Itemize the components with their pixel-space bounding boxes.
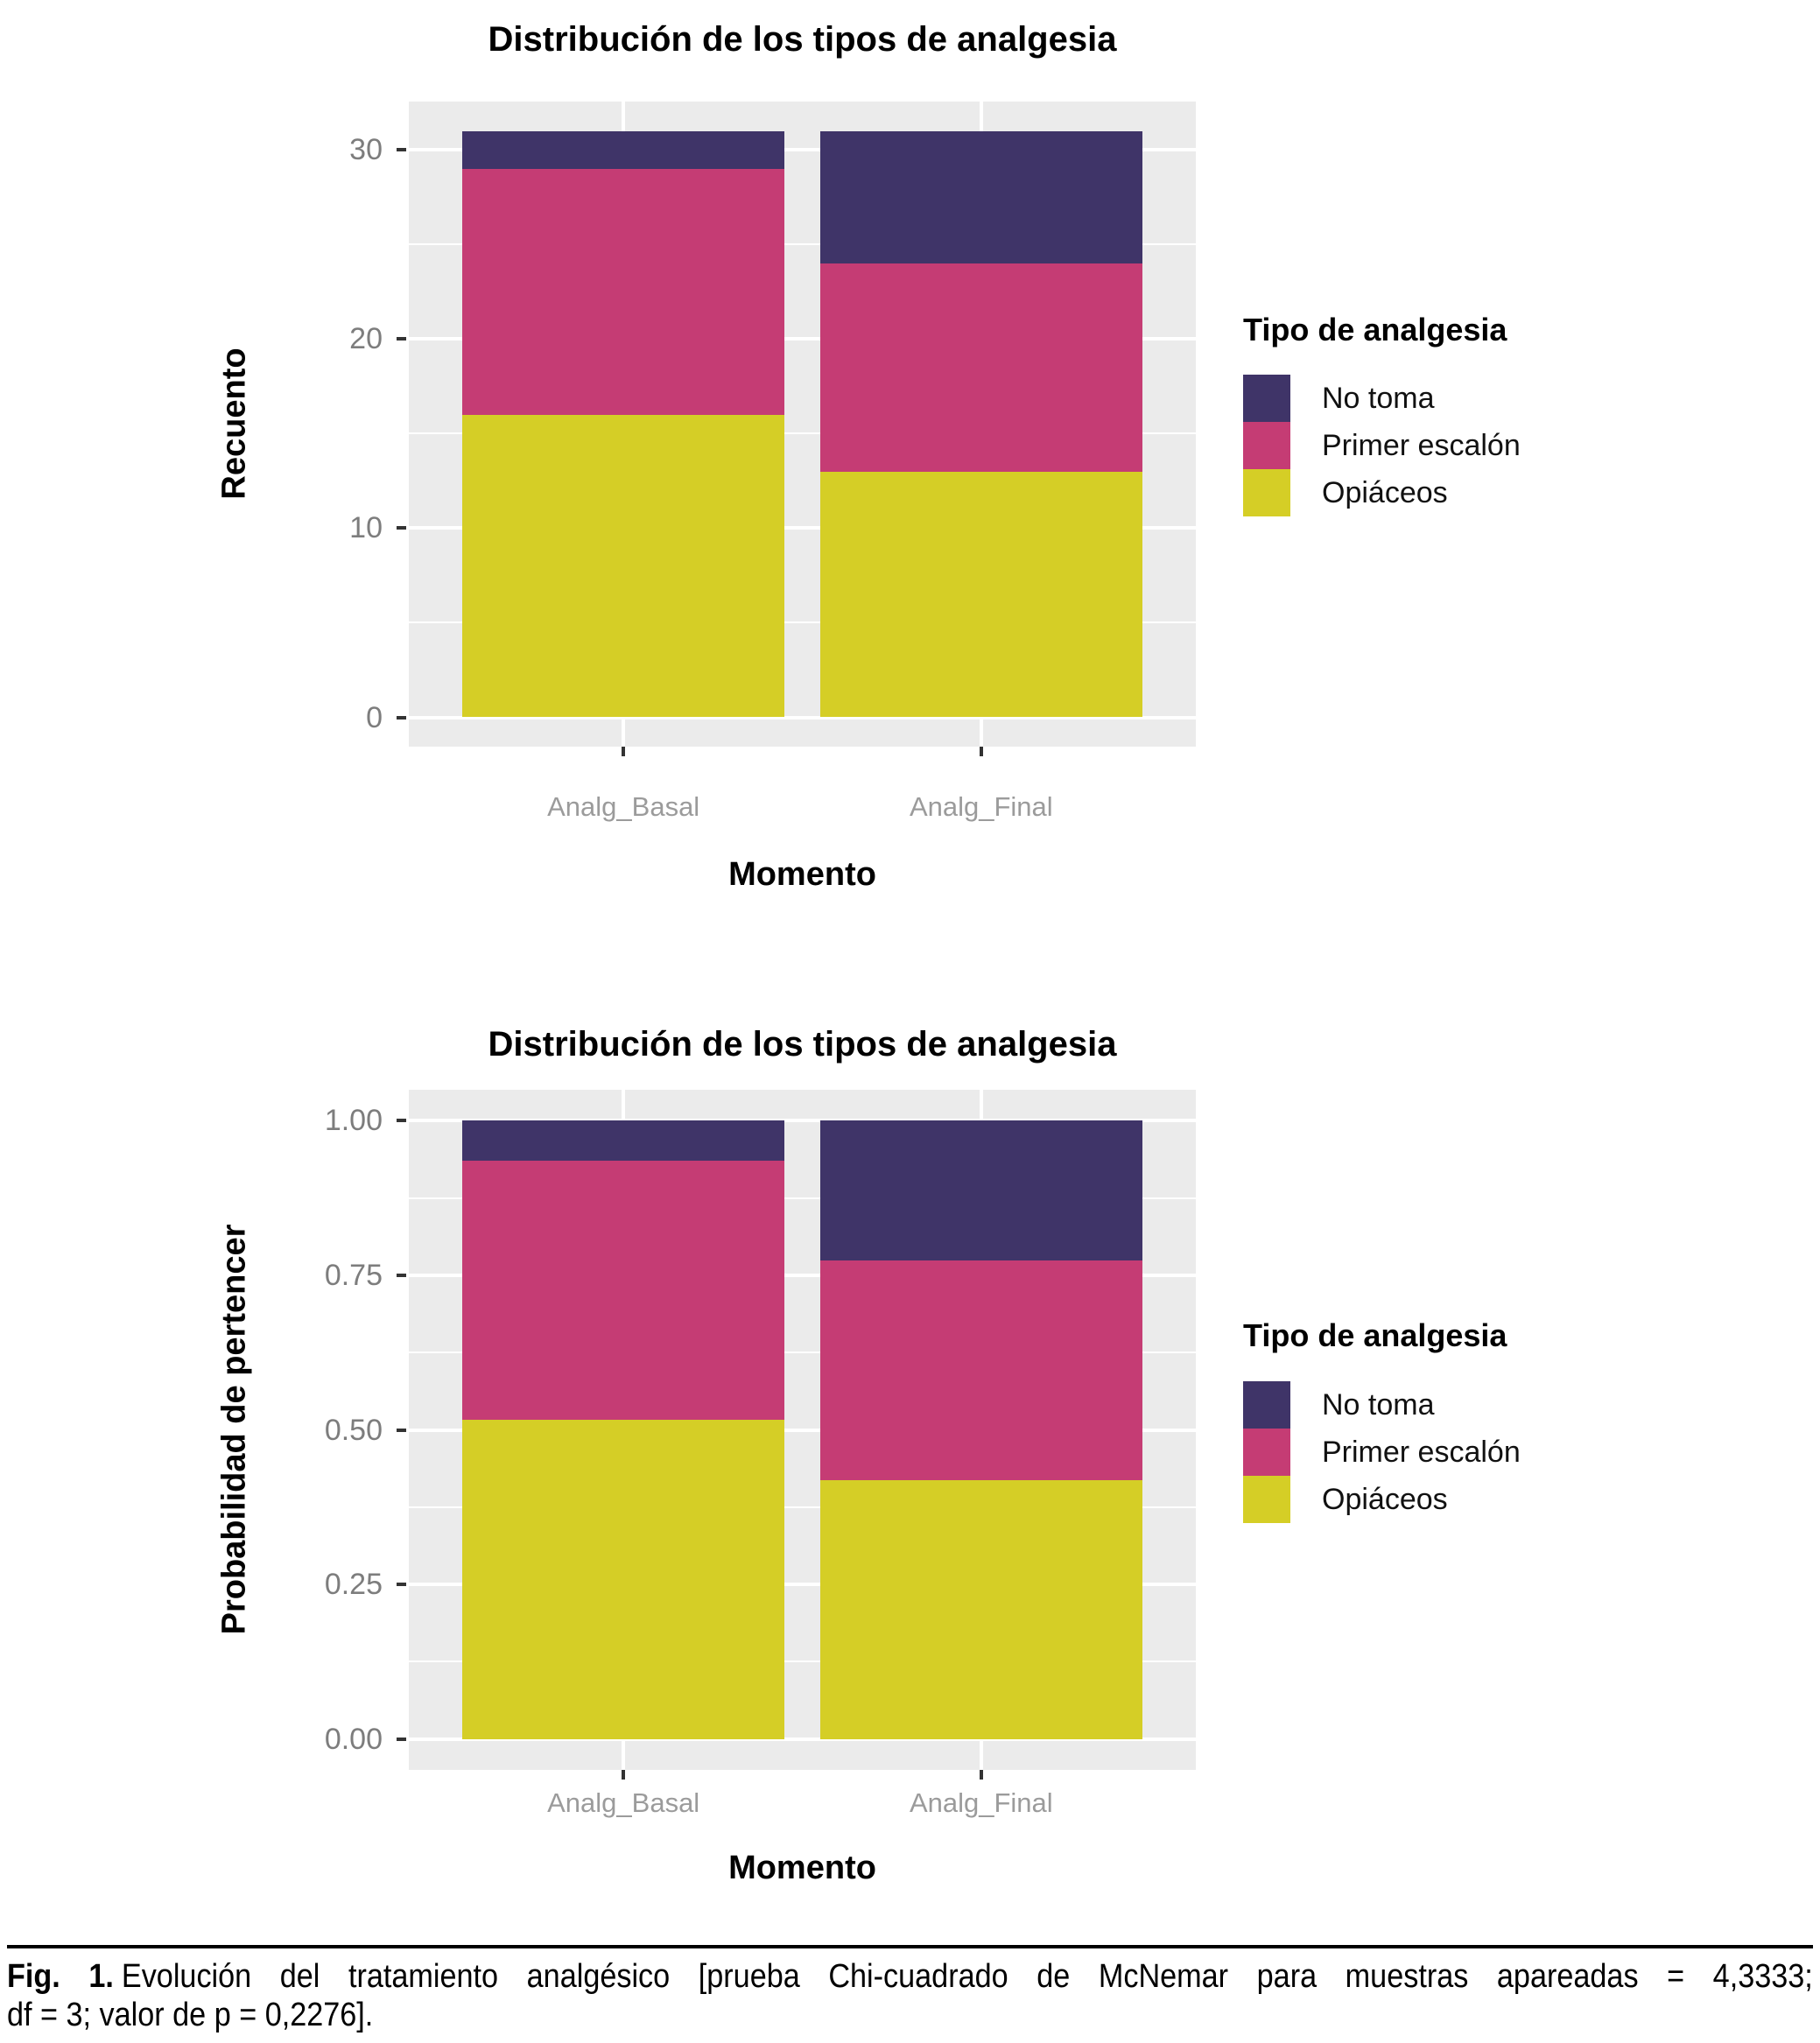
y-tick-label: 0.00 <box>324 1722 383 1756</box>
chart2-plot-panel <box>409 1090 1196 1770</box>
bar-segment-primer-escalón <box>819 1260 1142 1480</box>
y-tick-label: 0.50 <box>324 1413 383 1447</box>
y-axis-tick <box>397 337 406 341</box>
y-axis-tick <box>397 1119 406 1123</box>
x-category-label: Analg_Basal <box>547 1787 700 1818</box>
y-major-gridline <box>409 1737 1196 1741</box>
y-major-gridline <box>409 1583 1196 1587</box>
bar-segment-no-toma <box>819 1120 1142 1260</box>
legend-key-opiáceos <box>1243 1476 1290 1523</box>
legend-key-primer-escalón <box>1243 1429 1290 1476</box>
chart1-legend-title: Tipo de analgesia <box>1243 312 1507 348</box>
y-major-gridline <box>409 715 1196 720</box>
figure-caption: Fig. 1. Evolución del tratamiento analgés… <box>7 1957 1813 2034</box>
legend-label: Opiáceos <box>1322 1483 1448 1516</box>
x-axis-tick <box>622 1770 626 1780</box>
y-minor-gridline <box>409 621 1196 624</box>
y-axis-tick <box>397 1428 406 1432</box>
bar-segment-no-toma <box>462 1120 785 1162</box>
bar-segment-primer-escalón <box>819 263 1142 472</box>
caption-line-2: df = 3; valor de p = 0,2276]. <box>7 1997 374 2033</box>
legend-label: Opiáceos <box>1322 476 1448 509</box>
y-major-gridline <box>409 148 1196 152</box>
legend-label: No toma <box>1322 382 1435 415</box>
x-axis-tick <box>979 747 983 756</box>
x-axis-tick <box>979 1770 983 1780</box>
legend-key-no-toma <box>1243 375 1290 422</box>
y-major-gridline <box>409 337 1196 341</box>
legend-label: Primer escalón <box>1322 429 1521 462</box>
legend-key-primer-escalón <box>1243 422 1290 469</box>
x-category-label: Analg_Basal <box>547 791 700 822</box>
bar-segment-opiáceos <box>462 1420 785 1739</box>
bar-segment-opiáceos <box>819 471 1142 718</box>
caption-figure-label: Fig. 1. <box>7 1958 114 1995</box>
legend-label: Primer escalón <box>1322 1436 1521 1469</box>
caption-text-1: Evolución del tratamiento analgésico [pr… <box>121 1958 1813 1995</box>
y-tick-label: 20 <box>349 322 383 356</box>
chart2-x-axis-title: Momento <box>728 1850 876 1886</box>
y-axis-tick <box>397 1583 406 1587</box>
chart2-title: Distribución de los tipos de analgesia <box>488 1025 1117 1064</box>
y-major-gridline <box>409 1273 1196 1277</box>
chart2-legend-title: Tipo de analgesia <box>1243 1317 1507 1353</box>
bar-segment-no-toma <box>819 130 1142 263</box>
bar-segment-no-toma <box>462 130 785 169</box>
y-tick-label: 0.75 <box>324 1258 383 1292</box>
y-minor-gridline <box>409 1506 1196 1508</box>
legend-key-opiáceos <box>1243 469 1290 516</box>
chart2-y-axis-title: Probabilidad de pertencer <box>215 1224 253 1635</box>
y-minor-gridline <box>409 432 1196 435</box>
chart1-plot-panel <box>409 102 1196 747</box>
y-axis-tick <box>397 1273 406 1277</box>
y-tick-label: 0 <box>366 700 383 734</box>
legend-key-no-toma <box>1243 1381 1290 1429</box>
y-minor-gridline <box>409 1197 1196 1199</box>
y-major-gridline <box>409 1428 1196 1432</box>
y-tick-label: 1.00 <box>324 1104 383 1138</box>
x-category-label: Analg_Final <box>909 1787 1053 1818</box>
y-minor-gridline <box>409 243 1196 246</box>
chart1-title: Distribución de los tipos de analgesia <box>488 20 1117 59</box>
caption-line-1: Fig. 1. Evolución del tratamiento analgés… <box>7 1957 1813 1996</box>
chart1-y-axis-title: Recuento <box>215 348 253 500</box>
x-axis-tick <box>622 747 626 756</box>
y-axis-tick <box>397 715 406 720</box>
legend-label: No toma <box>1322 1388 1435 1422</box>
chart1-x-axis-title: Momento <box>728 856 876 893</box>
bar-segment-primer-escalón <box>462 1161 785 1421</box>
y-tick-label: 0.25 <box>324 1568 383 1602</box>
y-major-gridline <box>409 1119 1196 1123</box>
y-minor-gridline <box>409 1660 1196 1663</box>
y-major-gridline <box>409 526 1196 530</box>
bar-segment-primer-escalón <box>462 168 785 415</box>
caption-divider <box>7 1945 1813 1948</box>
y-axis-tick <box>397 1737 406 1741</box>
y-axis-tick <box>397 526 406 530</box>
bar-segment-opiáceos <box>819 1479 1142 1739</box>
y-tick-label: 10 <box>349 511 383 545</box>
y-minor-gridline <box>409 1351 1196 1354</box>
x-category-label: Analg_Final <box>909 791 1053 822</box>
y-tick-label: 30 <box>349 133 383 167</box>
y-axis-tick <box>397 148 406 152</box>
bar-segment-opiáceos <box>462 414 785 718</box>
